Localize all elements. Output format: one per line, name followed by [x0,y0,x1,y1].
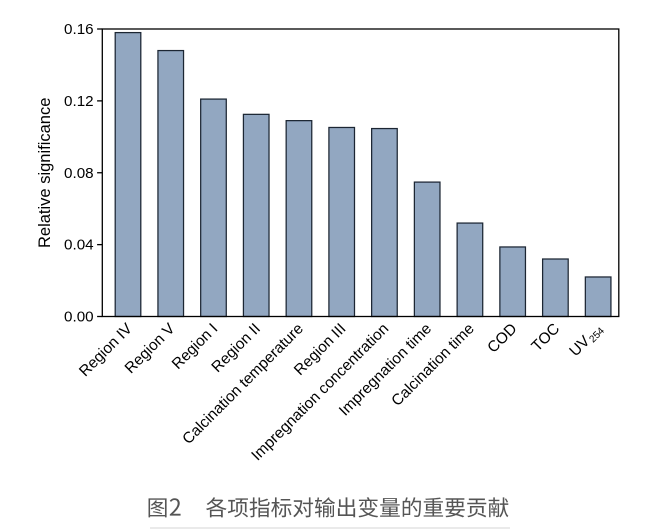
y-tick-label-1: 0.04 [64,237,94,254]
y-tick-label-3: 0.12 [64,93,94,110]
bar-9 [499,246,527,318]
bar-0 [114,31,142,318]
x-tick-label-11: UV254 [566,320,607,361]
bar-10 [541,258,569,318]
y-tick-label-4: 0.16 [64,21,94,38]
x-tick-label-10: TOC [528,320,563,355]
bar-3 [242,113,270,318]
bar-6 [371,127,398,318]
y-tick-label-0: 0.00 [64,309,94,326]
cropped-text-remnant [150,526,510,529]
bar-11 [584,276,612,318]
bar-5 [328,126,356,318]
bar-4 [285,120,313,318]
bar-1 [157,49,185,318]
y-axis-label: Relative significance [36,98,54,248]
bar-8 [456,222,484,318]
bar-7 [413,181,441,318]
y-tick-label-2: 0.08 [64,165,94,182]
bar-2 [200,98,227,318]
x-tick-label-9: COD [484,320,520,356]
